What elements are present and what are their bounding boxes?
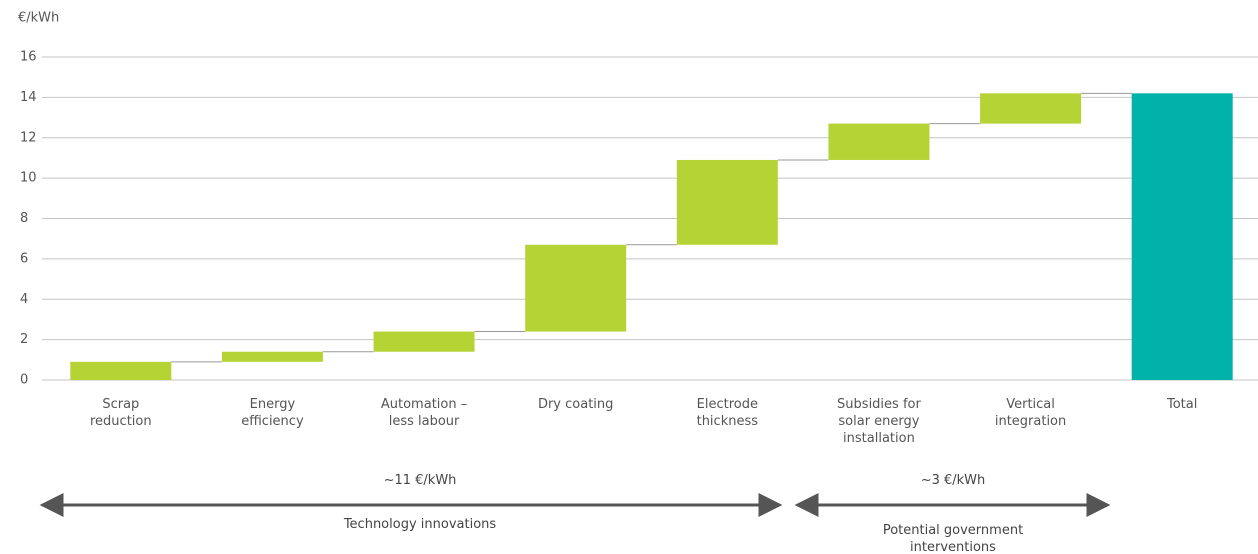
x-tick-label: Automation – less labour: [380, 397, 468, 429]
annotation-text: Potential government interventions: [882, 523, 1024, 554]
y-tick-label: 4: [20, 292, 28, 307]
y-tick-label: 6: [20, 251, 28, 266]
annotation-text: Technology innovations: [343, 517, 497, 532]
bar: [525, 244, 627, 332]
y-tick-label: 16: [20, 50, 37, 65]
bar: [980, 93, 1082, 124]
x-tick-label: Dry coating: [537, 397, 614, 412]
y-tick-label: 8: [20, 211, 28, 226]
y-axis-unit: €/kWh: [18, 11, 59, 26]
y-tick-label: 14: [20, 90, 37, 105]
x-tick-label: Total: [1167, 397, 1198, 412]
x-tick-label: Subsidies for solar energy installation: [837, 397, 921, 446]
bar: [373, 331, 475, 352]
bar: [676, 159, 778, 245]
x-tick-label: Energy efficiency: [241, 397, 304, 429]
bar: [828, 123, 930, 160]
bar: [70, 361, 172, 380]
bar: [221, 351, 323, 362]
x-tick-label: Vertical integration: [994, 397, 1067, 429]
y-tick-label: 2: [20, 332, 28, 347]
bar: [1131, 93, 1233, 381]
x-tick-label: Scrap reduction: [90, 397, 152, 429]
y-tick-label: 12: [20, 130, 37, 145]
x-tick-label: Electrode thickness: [696, 397, 759, 429]
y-tick-label: 0: [20, 373, 28, 388]
annotation-label: ~3 €/kWh: [920, 473, 986, 488]
y-tick-label: 10: [20, 171, 37, 186]
annotation-label: ~11 €/kWh: [383, 473, 457, 488]
